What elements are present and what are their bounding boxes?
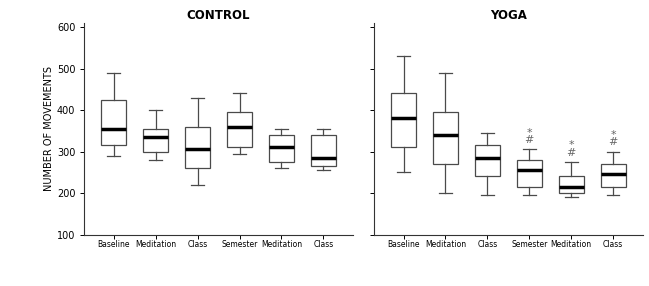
Text: #: # xyxy=(609,137,618,147)
Text: *: * xyxy=(569,140,574,150)
Text: *: * xyxy=(526,128,532,138)
Text: #: # xyxy=(567,148,576,158)
PathPatch shape xyxy=(559,176,584,193)
Text: #: # xyxy=(524,135,534,145)
Title: CONTROL: CONTROL xyxy=(187,9,251,22)
Y-axis label: NUMBER OF MOVEMENTS: NUMBER OF MOVEMENTS xyxy=(44,66,54,191)
PathPatch shape xyxy=(391,94,416,147)
PathPatch shape xyxy=(311,135,336,166)
PathPatch shape xyxy=(517,160,542,187)
PathPatch shape xyxy=(600,164,626,187)
PathPatch shape xyxy=(475,145,500,176)
Text: *: * xyxy=(610,130,616,140)
PathPatch shape xyxy=(433,112,458,164)
Title: YOGA: YOGA xyxy=(490,9,527,22)
PathPatch shape xyxy=(269,135,294,162)
PathPatch shape xyxy=(101,100,127,145)
PathPatch shape xyxy=(227,112,252,147)
PathPatch shape xyxy=(185,127,210,168)
PathPatch shape xyxy=(143,129,168,152)
